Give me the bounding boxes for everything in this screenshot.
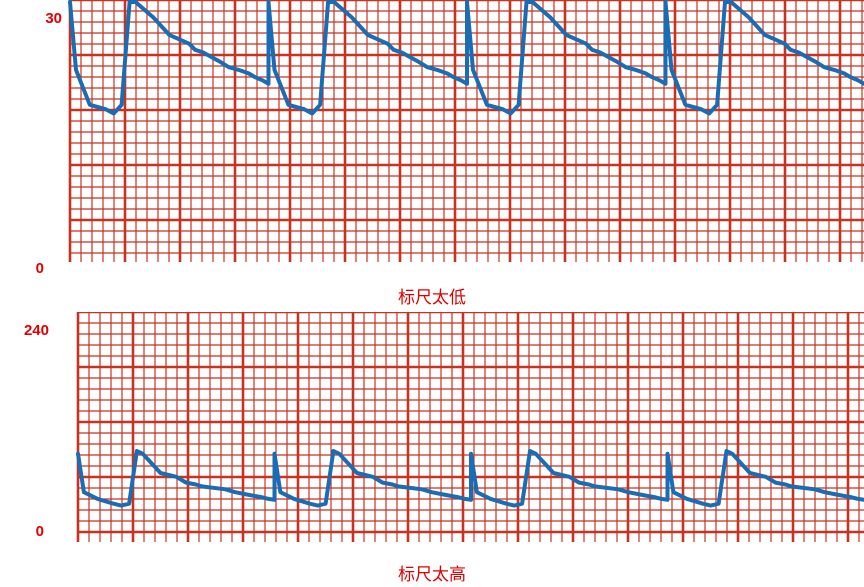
waveform-trace — [68, 0, 864, 116]
ecg-strip-high — [76, 312, 864, 542]
y-max-label-high: 240 — [23, 322, 49, 339]
y-min-label-low: 0 — [35, 260, 44, 277]
ecg-strip-low — [68, 0, 864, 262]
grid-lines — [76, 312, 864, 542]
y-min-label-high: 0 — [35, 523, 44, 540]
grid-lines — [68, 0, 864, 262]
caption-low: 标尺太低 — [398, 288, 466, 308]
y-max-label-low: 30 — [45, 10, 62, 27]
caption-high: 标尺太高 — [398, 565, 466, 585]
waveform-trace — [76, 449, 864, 508]
